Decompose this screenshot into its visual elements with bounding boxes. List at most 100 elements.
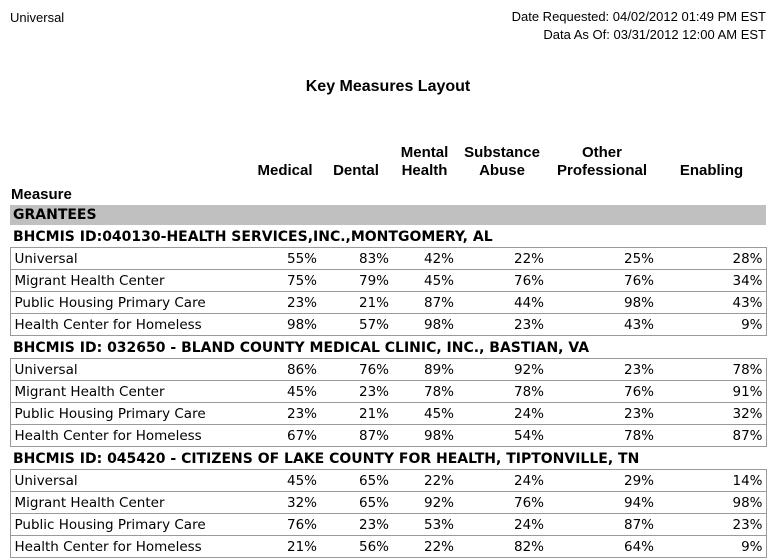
value-cell-substance-abuse: 76% xyxy=(457,269,547,292)
table-row: Public Housing Primary Care 23% 21% 45% … xyxy=(9,402,767,425)
value-cell-other-professional: 25% xyxy=(547,247,657,270)
table-row: Health Center for Homeless 21% 56% 22% 8… xyxy=(9,535,767,558)
value-cell-enabling: 14% xyxy=(657,469,767,492)
group-header-row: BHCMIS ID: 045420 - CITIZENS OF LAKE COU… xyxy=(10,447,766,470)
value-cell-dental: 57% xyxy=(320,313,392,336)
value-cell-other-professional: 23% xyxy=(547,358,657,381)
value-cell-substance-abuse: 78% xyxy=(457,380,547,403)
value-cell-other-professional: 87% xyxy=(547,513,657,536)
column-header-substance-abuse: Substance Abuse xyxy=(464,144,540,179)
table-row: Migrant Health Center 45% 23% 78% 78% 76… xyxy=(9,380,767,403)
value-cell-medical: 75% xyxy=(250,269,320,292)
measure-cell: Migrant Health Center xyxy=(9,380,250,403)
column-header-medical: Medical xyxy=(257,162,313,179)
value-cell-substance-abuse: 24% xyxy=(457,513,547,536)
table-row: Public Housing Primary Care 23% 21% 87% … xyxy=(9,291,767,314)
measure-cell: Health Center for Homeless xyxy=(9,313,250,336)
value-cell-substance-abuse: 82% xyxy=(457,535,547,558)
value-cell-medical: 23% xyxy=(250,402,320,425)
grantees-section-label: GRANTEES xyxy=(10,205,766,225)
measure-cell: Health Center for Homeless xyxy=(9,535,250,558)
value-cell-mental-health: 22% xyxy=(392,469,457,492)
value-cell-substance-abuse: 24% xyxy=(457,402,547,425)
value-cell-substance-abuse: 92% xyxy=(457,358,547,381)
value-cell-other-professional: 29% xyxy=(547,469,657,492)
measure-header-row: Measure xyxy=(10,183,766,205)
column-header-spacer xyxy=(10,136,250,183)
date-requested-line: Date Requested: 04/02/2012 01:49 PM EST xyxy=(511,9,766,24)
measure-cell: Universal xyxy=(9,358,250,381)
grantee-id-label: BHCMIS ID: 032650 - BLAND COUNTY MEDICAL… xyxy=(13,339,590,356)
value-cell-mental-health: 53% xyxy=(392,513,457,536)
value-cell-medical: 76% xyxy=(250,513,320,536)
value-cell-dental: 21% xyxy=(320,291,392,314)
measure-cell: Universal xyxy=(9,247,250,270)
group-header-row: BHCMIS ID:040130-HEALTH SERVICES,INC.,MO… xyxy=(10,225,766,248)
column-header-row: Medical Dental Mental Health Substance A… xyxy=(10,136,766,183)
report-meta: Date Requested: 04/02/2012 01:49 PM EST … xyxy=(512,8,766,44)
value-cell-other-professional: 64% xyxy=(547,535,657,558)
value-cell-other-professional: 23% xyxy=(547,402,657,425)
column-header-enabling: Enabling xyxy=(679,162,744,179)
value-cell-dental: 65% xyxy=(320,469,392,492)
column-header-other-professional: Other Professional xyxy=(556,144,648,179)
value-cell-dental: 76% xyxy=(320,358,392,381)
value-cell-medical: 55% xyxy=(250,247,320,270)
value-cell-medical: 21% xyxy=(250,535,320,558)
value-cell-enabling: 9% xyxy=(657,535,767,558)
measure-column-header: Measure xyxy=(11,186,72,203)
measure-cell: Public Housing Primary Care xyxy=(9,402,250,425)
value-cell-enabling: 91% xyxy=(657,380,767,403)
value-cell-mental-health: 98% xyxy=(392,424,457,447)
value-cell-dental: 79% xyxy=(320,269,392,292)
measure-cell: Health Center for Homeless xyxy=(9,424,250,447)
measure-cell: Migrant Health Center xyxy=(9,269,250,292)
value-cell-other-professional: 76% xyxy=(547,269,657,292)
value-cell-enabling: 78% xyxy=(657,358,767,381)
report-scope-label: Universal xyxy=(10,10,65,25)
measures-table-body: Medical Dental Mental Health Substance A… xyxy=(9,136,767,558)
value-cell-enabling: 32% xyxy=(657,402,767,425)
value-cell-dental: 56% xyxy=(320,535,392,558)
value-cell-mental-health: 45% xyxy=(392,402,457,425)
value-cell-mental-health: 45% xyxy=(392,269,457,292)
group-header-row: BHCMIS ID: 032650 - BLAND COUNTY MEDICAL… xyxy=(10,336,766,359)
value-cell-medical: 86% xyxy=(250,358,320,381)
value-cell-medical: 23% xyxy=(250,291,320,314)
report-title: Key Measures Layout xyxy=(305,78,471,95)
value-cell-enabling: 9% xyxy=(657,313,767,336)
value-cell-substance-abuse: 76% xyxy=(457,491,547,514)
value-cell-other-professional: 78% xyxy=(547,424,657,447)
value-cell-dental: 21% xyxy=(320,402,392,425)
value-cell-enabling: 28% xyxy=(657,247,767,270)
value-cell-enabling: 98% xyxy=(657,491,767,514)
grantees-section-row: GRANTEES xyxy=(10,205,766,225)
measure-cell: Public Housing Primary Care xyxy=(9,291,250,314)
table-row: Health Center for Homeless 67% 87% 98% 5… xyxy=(9,424,767,447)
value-cell-enabling: 34% xyxy=(657,269,767,292)
table-row: Universal 55% 83% 42% 22% 25% 28% xyxy=(9,247,767,270)
value-cell-mental-health: 78% xyxy=(392,380,457,403)
value-cell-dental: 65% xyxy=(320,491,392,514)
measure-cell: Public Housing Primary Care xyxy=(9,513,250,536)
grantee-id-label: BHCMIS ID:040130-HEALTH SERVICES,INC.,MO… xyxy=(13,228,493,245)
data-as-of-line: Data As Of: 03/31/2012 12:00 AM EST xyxy=(543,27,766,42)
value-cell-substance-abuse: 54% xyxy=(457,424,547,447)
value-cell-mental-health: 98% xyxy=(392,313,457,336)
value-cell-mental-health: 92% xyxy=(392,491,457,514)
value-cell-enabling: 87% xyxy=(657,424,767,447)
table-row: Migrant Health Center 75% 79% 45% 76% 76… xyxy=(9,269,767,292)
value-cell-dental: 87% xyxy=(320,424,392,447)
value-cell-substance-abuse: 24% xyxy=(457,469,547,492)
value-cell-other-professional: 43% xyxy=(547,313,657,336)
value-cell-medical: 32% xyxy=(250,491,320,514)
value-cell-medical: 45% xyxy=(250,380,320,403)
value-cell-substance-abuse: 22% xyxy=(457,247,547,270)
value-cell-substance-abuse: 23% xyxy=(457,313,547,336)
report-page: Universal Date Requested: 04/02/2012 01:… xyxy=(9,8,767,558)
value-cell-enabling: 23% xyxy=(657,513,767,536)
value-cell-medical: 67% xyxy=(250,424,320,447)
value-cell-other-professional: 94% xyxy=(547,491,657,514)
table-row: Migrant Health Center 32% 65% 92% 76% 94… xyxy=(9,491,767,514)
value-cell-dental: 83% xyxy=(320,247,392,270)
